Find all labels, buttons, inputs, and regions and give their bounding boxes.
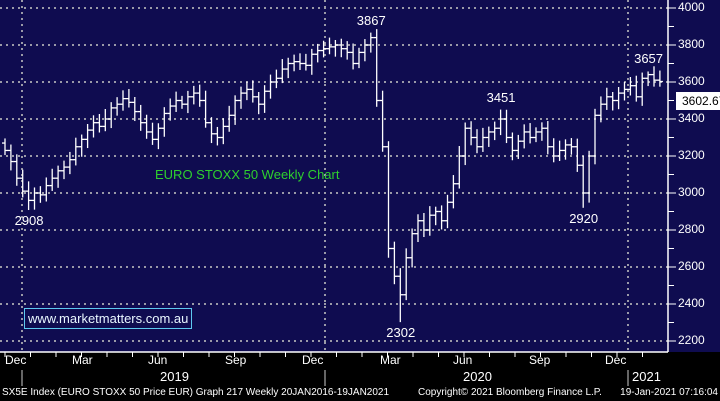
x-month-label: Jun: [148, 353, 168, 367]
y-tick-label: 4000: [678, 0, 705, 14]
x-month-label: Dec: [302, 353, 324, 367]
watermark-url: www.marketmatters.com.au: [24, 308, 193, 329]
footer-timestamp: 19-Jan-2021 07:16:04: [620, 387, 718, 398]
y-tick-label: 2200: [678, 333, 705, 347]
price-annotation: 2920: [569, 210, 599, 226]
x-month-label: Sep: [529, 353, 551, 367]
chart-plot-area: [0, 0, 720, 352]
price-annotation: 3657: [634, 51, 664, 67]
x-month-label: Sep: [225, 353, 247, 367]
y-tick-label: 3800: [678, 37, 705, 51]
y-tick-label: 3200: [678, 148, 705, 162]
last-price-tag: 3602.67: [676, 92, 720, 110]
x-year-label: 2021: [632, 369, 661, 384]
ohlc-chart: [0, 0, 720, 386]
footer-copyright: Copyright© 2021 Bloomberg Finance L.P.: [418, 387, 602, 398]
x-month-label: Mar: [380, 353, 401, 367]
y-tick-label: 2400: [678, 296, 705, 310]
y-tick-label: 2600: [678, 259, 705, 273]
y-tick-label: 3400: [678, 111, 705, 125]
price-annotation: 3451: [486, 89, 516, 105]
footer-security: SX5E Index (EURO STOXX 50 Price EUR) Gra…: [2, 387, 390, 398]
footer: SX5E Index (EURO STOXX 50 Price EUR) Gra…: [0, 386, 720, 401]
x-month-label: Jun: [453, 353, 473, 367]
x-axis-band: [0, 352, 720, 386]
y-tick-label: 2800: [678, 222, 705, 236]
y-tick-label: 3600: [678, 74, 705, 88]
y-tick-label: 3000: [678, 185, 705, 199]
price-annotation: 2302: [386, 325, 416, 341]
chart-title: EURO STOXX 50 Weekly Chart: [155, 167, 340, 182]
price-annotation: 3867: [356, 12, 386, 28]
x-month-label: Mar: [72, 353, 93, 367]
x-month-label: Dec: [5, 353, 27, 367]
x-year-label: 2020: [463, 369, 492, 384]
price-annotation: 2908: [14, 213, 44, 229]
x-year-label: 2019: [160, 369, 189, 384]
x-month-label: Dec: [605, 353, 627, 367]
